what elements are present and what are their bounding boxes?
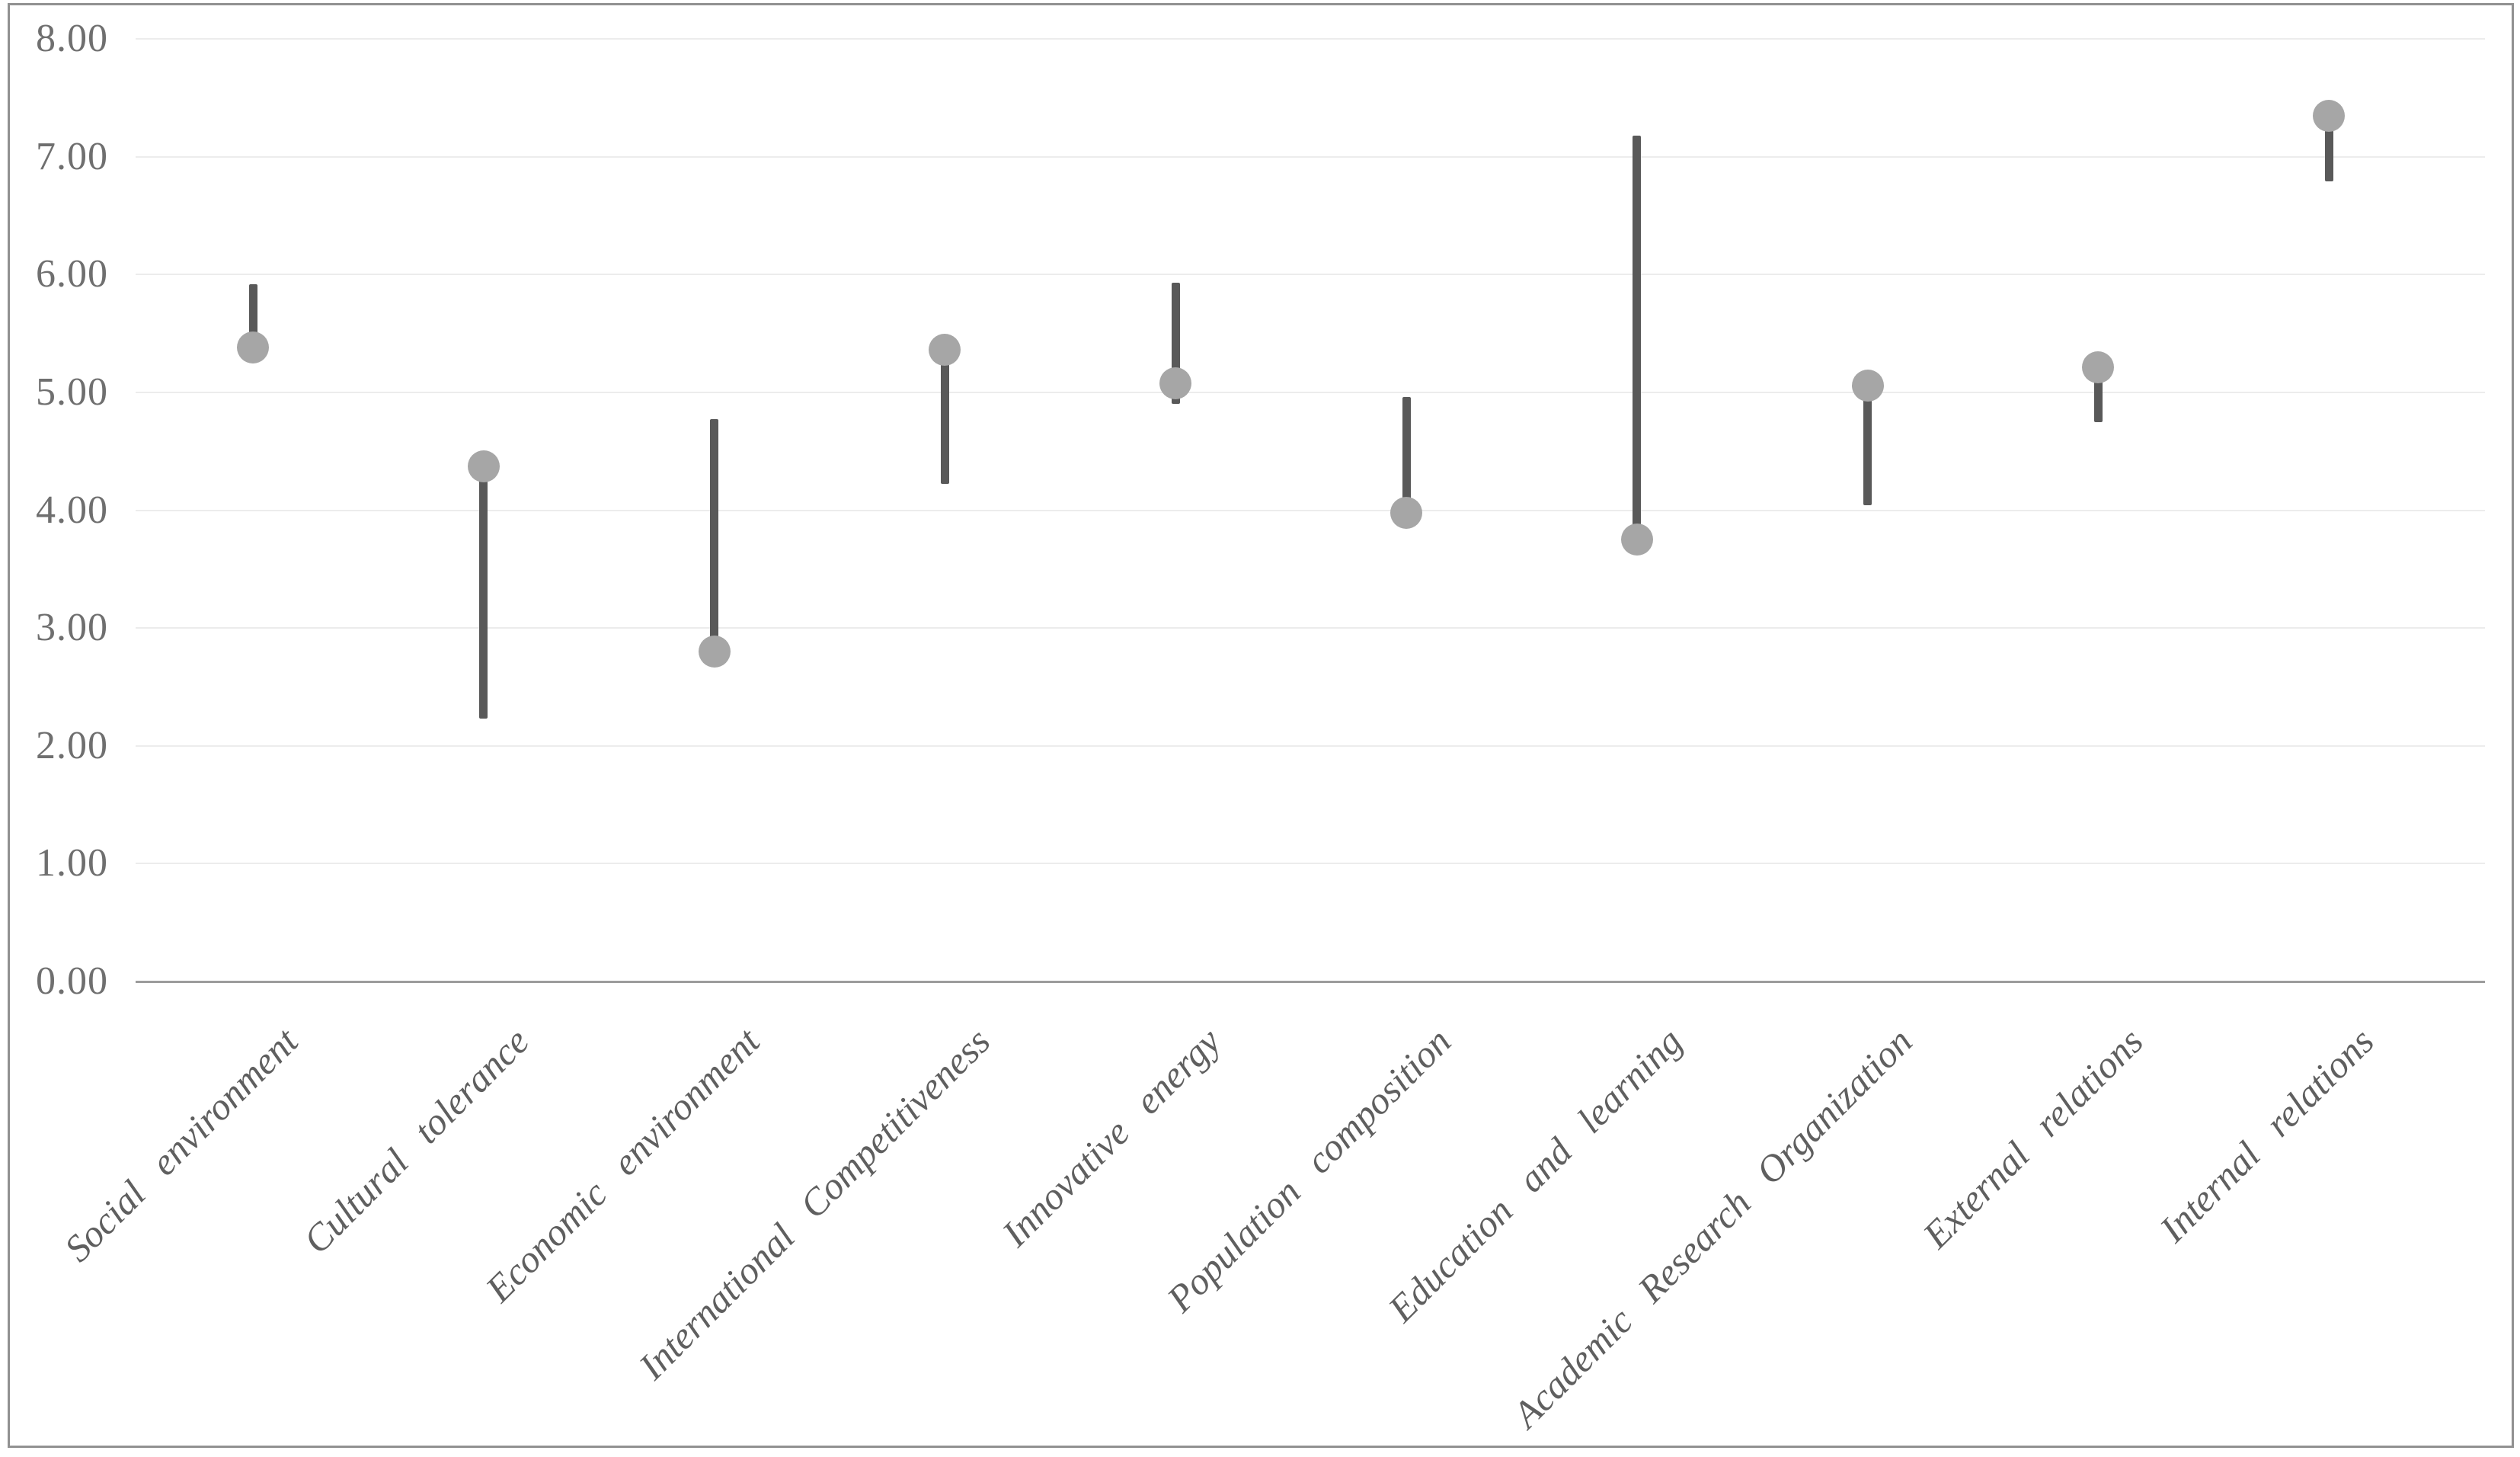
- hi-lo-line: [1171, 283, 1180, 405]
- marker-dot: [2082, 351, 2115, 384]
- marker-dot: [698, 636, 731, 668]
- hi-lo-line: [940, 350, 949, 485]
- marker-dot: [237, 331, 269, 364]
- category-label: Internal relations: [2151, 1020, 2382, 1250]
- hi-lo-line: [2324, 115, 2333, 182]
- marker-dot: [1851, 369, 1884, 402]
- y-tick-label: 3.00: [36, 606, 108, 650]
- hi-lo-line: [2093, 367, 2103, 422]
- y-gridline: [136, 274, 2485, 276]
- hi-lo-line: [1402, 397, 1411, 513]
- y-tick-label: 1.00: [36, 841, 108, 885]
- category-label: Innovative energy: [993, 1020, 1229, 1255]
- y-tick-label: 0.00: [36, 959, 108, 1003]
- hi-lo-line: [1863, 385, 1872, 506]
- y-tick-label: 2.00: [36, 723, 108, 767]
- y-tick-label: 7.00: [36, 134, 108, 178]
- y-gridline: [136, 627, 2485, 629]
- y-gridline: [136, 391, 2485, 393]
- marker-dot: [1390, 496, 1422, 529]
- hi-lo-line: [479, 466, 488, 719]
- y-tick-label: 8.00: [36, 17, 108, 60]
- marker-dot: [929, 334, 961, 367]
- hi-lo-line: [710, 419, 719, 652]
- x-axis-line: [136, 980, 2485, 983]
- hi-lo-line: [248, 283, 257, 348]
- category-label: Cultural tolerance: [294, 1020, 537, 1262]
- category-label: Social environment: [56, 1020, 306, 1270]
- marker-dot: [2313, 99, 2346, 132]
- marker-dot: [1159, 367, 1192, 399]
- y-tick-label: 5.00: [36, 370, 108, 414]
- y-tick-label: 4.00: [36, 488, 108, 532]
- category-label: Academic Research Organization: [1505, 1020, 1921, 1436]
- y-tick-label: 6.00: [36, 252, 108, 296]
- y-gridline: [136, 509, 2485, 511]
- y-gridline: [136, 38, 2485, 40]
- category-label: External relations: [1914, 1020, 2152, 1257]
- y-gridline: [136, 863, 2485, 865]
- marker-dot: [467, 450, 500, 483]
- hi-lo-line: [1633, 135, 1642, 540]
- marker-dot: [1620, 524, 1653, 556]
- y-gridline: [136, 155, 2485, 158]
- y-gridline: [136, 745, 2485, 747]
